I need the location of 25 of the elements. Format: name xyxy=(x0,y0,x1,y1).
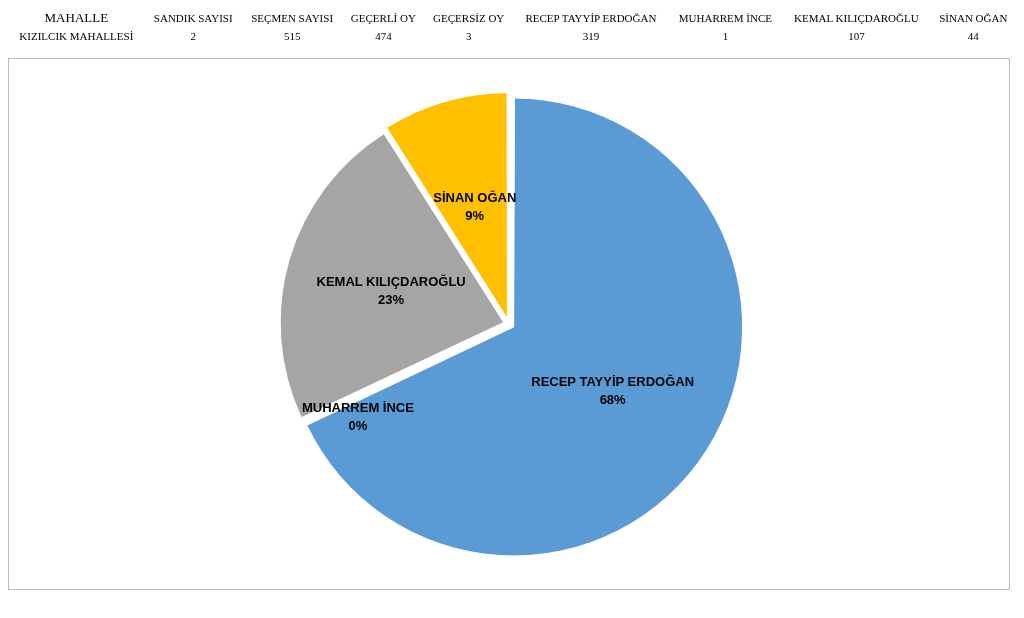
text: 44 xyxy=(966,29,980,44)
text: 1 xyxy=(721,29,730,44)
text: 3 xyxy=(464,29,473,44)
category-label: MUHARREM İNCE xyxy=(301,400,414,416)
text: 319 xyxy=(581,29,601,44)
text: SİNAN OĞAN xyxy=(938,11,1009,26)
text: MUHARREM İNCE xyxy=(677,11,774,26)
text: KIZILCIK MAHALLESİ xyxy=(18,29,135,44)
slice-label: KEMAL KILIÇDAROĞLU xyxy=(316,273,466,289)
text: MAHALLE xyxy=(43,9,110,27)
text: GEÇERSİZ OY xyxy=(432,11,506,26)
text: SANDIK SAYISI xyxy=(152,11,234,26)
data-label: 9% xyxy=(465,208,485,224)
text: SEÇMEN SAYISI xyxy=(250,11,335,26)
text: 0% xyxy=(348,418,368,434)
text: 474 xyxy=(374,29,393,44)
data-label: 68% xyxy=(599,391,627,407)
text: RECEP TAYYİP ERDOĞAN xyxy=(524,11,658,26)
text: GEÇERLİ OY xyxy=(349,11,417,26)
text: 2 xyxy=(189,29,197,44)
text: 515 xyxy=(282,29,302,44)
data-label: 23% xyxy=(378,291,405,307)
text: KEMAL KILIÇDAROĞLU xyxy=(793,11,920,26)
text: 107 xyxy=(847,29,866,44)
slice-label: RECEP TAYYİP ERDOĞAN xyxy=(531,373,695,389)
